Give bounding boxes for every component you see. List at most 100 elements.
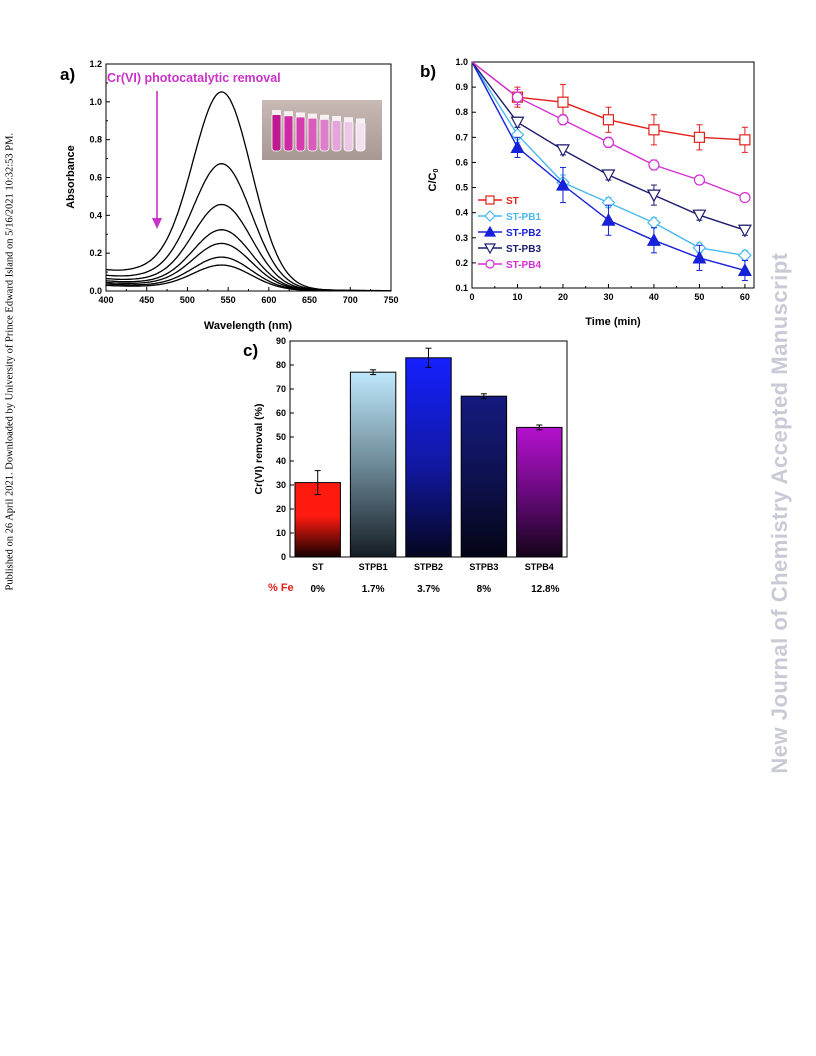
panel-b-xtick-label: 30: [603, 292, 613, 302]
panel-c-ytick-label: 60: [276, 408, 286, 418]
panel-b-series-st-pb3: [471, 61, 752, 238]
panel-a-ytick-label: 1.2: [89, 59, 102, 69]
panel-b-ytick-label: 0.8: [455, 107, 468, 117]
panel-b-marker: [738, 248, 752, 263]
panel-a-vial-cap: [308, 113, 317, 119]
panel-c-ytick-label: 30: [276, 480, 286, 490]
panel-b-marker: [648, 159, 660, 171]
panel-a-spectrum-line: [105, 264, 391, 292]
panel-b-marker: [555, 144, 570, 158]
panel-a-xtick-label: 750: [383, 295, 398, 305]
panel-b-marker: [739, 192, 751, 204]
panel-b-xtick-label: 40: [649, 292, 659, 302]
panel-a-ytick-label: 0.2: [89, 248, 102, 258]
panel-b-marker: [510, 140, 525, 153]
panel-b-xtick-label: 20: [558, 292, 568, 302]
panel-b-label: b): [420, 62, 436, 81]
panel-a-arrow: [152, 91, 162, 229]
panel-a-vial-cap: [272, 110, 281, 115]
panel-b-marker: [557, 96, 569, 108]
panel-c-bar-stpb1: [349, 371, 397, 558]
panel-a-vial: [295, 115, 306, 152]
panel-c-bar-stpb2: [405, 357, 452, 558]
panel-b-ytick-label: 0.7: [455, 132, 468, 142]
panel-a-xtick-label: 500: [180, 295, 195, 305]
panel-b-xlabel: Time (min): [585, 316, 641, 328]
panel-a-ytick-label: 0.0: [89, 286, 102, 296]
panel-c-ytick-label: 40: [276, 456, 286, 466]
panel-b-legend-entry: ST: [478, 195, 519, 207]
panel-b-ytick-label: 1.0: [455, 57, 468, 67]
panel-a-vial-cap: [356, 118, 365, 124]
panel-c-ytick-label: 90: [276, 336, 286, 346]
panel-b-marker: [646, 233, 661, 246]
panel-b-legend-label: ST-PB4: [506, 260, 541, 271]
panel-b-legend-label: ST-PB1: [506, 212, 541, 223]
panel-b-marker: [601, 212, 616, 226]
panel-b-marker: [483, 225, 497, 237]
panel-a-xtick-label: 650: [302, 295, 317, 305]
panel-b-xtick-label: 10: [512, 292, 522, 302]
panel-b-marker: [737, 224, 752, 238]
panel-b-marker: [557, 114, 569, 126]
panel-b-series-st-pb2: [471, 61, 752, 281]
panel-b-legend-label: ST-PB3: [506, 244, 541, 255]
panel-b-legend-entry: ST-PB1: [478, 210, 541, 223]
panel-b-marker: [601, 169, 616, 183]
panel-a-vial-cap: [296, 112, 305, 118]
panel-b-legend-entry: ST-PB4: [478, 259, 541, 271]
panel-c-bar-stpb4: [516, 426, 563, 558]
panel-b-frame: [471, 61, 755, 289]
panel-a-vial: [343, 119, 354, 152]
panel-b-marker: [510, 116, 525, 130]
panel-c-fe-value: 8%: [477, 584, 492, 595]
panel-b-xtick-label: 0: [469, 292, 474, 302]
panel-c-fe-value: 12.8%: [531, 584, 559, 595]
panel-b-marker: [647, 215, 661, 230]
panel-b-legend-label: ST: [506, 196, 519, 207]
panel-b-ytick-label: 0.4: [455, 208, 468, 218]
panel-a-inset-photo: [262, 100, 382, 160]
panel-b-ytick-label: 0.1: [455, 283, 468, 293]
panel-c-fe-label: % Fe: [268, 582, 294, 594]
panel-c-xtick-label: STPB3: [469, 562, 498, 572]
panel-b-ylabel: C/C0: [427, 168, 440, 191]
panel-a-vial: [319, 117, 330, 152]
panel-c-xtick-label: STPB1: [359, 562, 388, 572]
panel-b-marker: [555, 177, 570, 191]
panel-b-xtick-label: 50: [694, 292, 704, 302]
panel-b-legend-entry: ST-PB2: [478, 225, 541, 239]
panel-b-marker: [693, 131, 706, 143]
panel-a-ytick-label: 0.4: [89, 210, 102, 220]
panel-b-marker: [485, 259, 495, 269]
panel-a-ytick-label: 1.0: [89, 97, 102, 107]
panel-b-marker: [692, 250, 707, 264]
panel-b-marker: [602, 136, 615, 148]
panel-a: a) Cr(VI) photocatalytic removal 400 450 5…: [60, 59, 399, 332]
panel-a-ytick-label: 0.8: [89, 135, 102, 145]
panel-c-ytick-label: 20: [276, 504, 286, 514]
panel-b-marker: [483, 243, 497, 255]
panel-a-frame: [105, 63, 392, 292]
panel-a-spectrum-line: [105, 203, 391, 292]
panel-a-vial-cap: [320, 114, 329, 120]
panel-c-ytick-label: 70: [276, 384, 286, 394]
panel-b-marker: [693, 174, 706, 186]
panel-a-xlabel: Wavelength (nm): [204, 320, 293, 332]
panel-b-marker: [648, 124, 660, 136]
panel-b: b) 0 10 20 30 40 50 60 0.1 0.2 0.3 0.4 0.5 0.6 0.7 0.…: [420, 57, 755, 328]
panel-b-marker: [485, 195, 495, 205]
panel-b-xtick-label: 60: [740, 292, 750, 302]
panel-a-xtick-label: 400: [98, 295, 113, 305]
panel-c-ylabel: Cr(VI) removal (%): [253, 403, 265, 494]
panel-a-vial: [283, 113, 294, 152]
panel-c-bar-stpb3: [460, 395, 508, 558]
panel-a-spectrum-line: [105, 163, 391, 292]
panel-a-vial-cap: [344, 117, 353, 123]
panel-a-label: a): [60, 65, 75, 84]
panel-b-ytick-label: 0.2: [455, 258, 468, 268]
panel-b-marker: [737, 263, 752, 277]
panel-a-ytick-label: 0.6: [89, 173, 102, 183]
panel-a-ylabel: Absorbance: [65, 145, 77, 209]
panel-c-xtick-label: STPB4: [525, 562, 554, 572]
